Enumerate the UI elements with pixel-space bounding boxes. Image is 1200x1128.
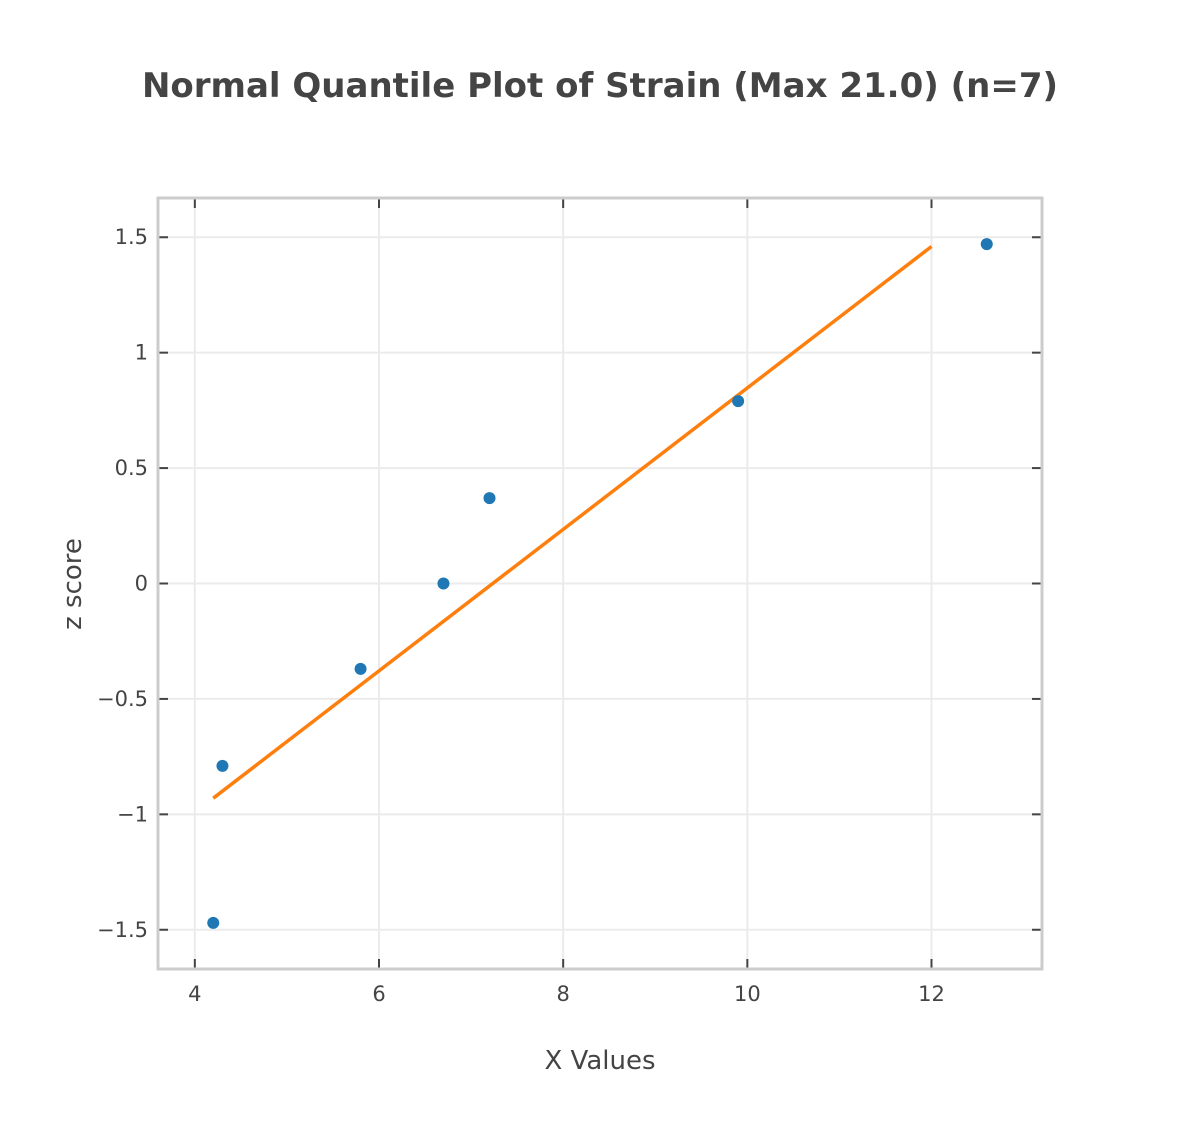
data-point <box>732 395 745 408</box>
grid-lines <box>158 198 1042 969</box>
data-point <box>354 662 367 675</box>
x-tick-label: 4 <box>188 982 201 1006</box>
y-tick-label: 0 <box>135 572 148 596</box>
axis-ticks <box>158 198 1042 969</box>
y-tick-label: 1.5 <box>115 225 148 249</box>
y-axis-title: z score <box>58 538 88 630</box>
x-tick-label: 12 <box>918 982 945 1006</box>
chart-title: Normal Quantile Plot of Strain (Max 21.0… <box>141 66 1059 106</box>
data-point <box>207 916 220 929</box>
data-point <box>980 238 993 251</box>
fit-line <box>212 245 933 800</box>
data-point <box>216 759 229 772</box>
y-tick-label: −1.5 <box>97 918 148 942</box>
y-tick-label: 0.5 <box>115 456 148 480</box>
data-point <box>437 577 450 590</box>
x-tick-label: 8 <box>556 982 569 1006</box>
y-tick-labels: 1.5 1 0.5 0 −0.5 −1 −1.5 <box>97 225 148 942</box>
plot-frame <box>156 196 1044 971</box>
x-tick-label: 6 <box>372 982 385 1006</box>
x-tick-labels: 4 6 8 10 12 <box>188 982 945 1006</box>
data-points <box>207 238 993 929</box>
fit-line-group <box>212 245 933 800</box>
y-tick-label: −1 <box>117 802 148 826</box>
x-axis-title: X Values <box>544 1046 656 1076</box>
y-tick-label: −0.5 <box>97 687 148 711</box>
data-point <box>483 492 496 505</box>
x-tick-label: 10 <box>734 982 761 1006</box>
y-tick-label: 1 <box>135 341 148 365</box>
